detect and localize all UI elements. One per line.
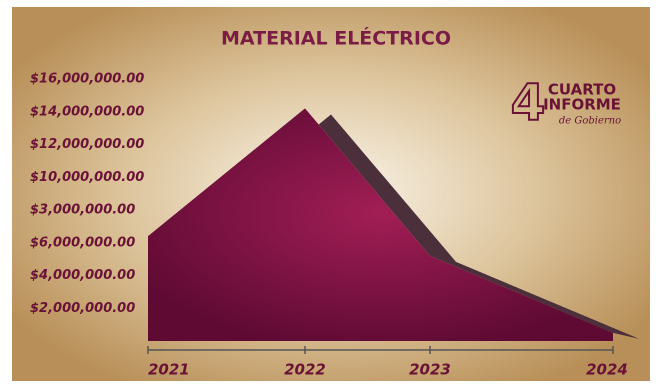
logo-text: de Gobierno	[559, 116, 621, 127]
x-tick-label: 2024	[586, 361, 628, 379]
y-tick-label: $2,000,000.00	[30, 301, 135, 316]
logo-numeral: 4	[511, 74, 546, 132]
y-tick-label: $3,000,000.00	[30, 203, 135, 218]
y-tick-label: $10,000,000.00	[30, 170, 144, 185]
x-tick-label: 2022	[284, 361, 326, 379]
logo-text: INFORME	[543, 96, 621, 114]
x-tick-label: 2021	[148, 361, 190, 379]
x-tick-label: 2023	[409, 361, 451, 379]
chart-title: MATERIAL ELÉCTRICO	[221, 27, 451, 50]
logo-text: CUARTO	[548, 81, 616, 99]
area	[148, 108, 613, 341]
y-tick-label: $6,000,000.00	[30, 235, 135, 250]
logo: 4	[510, 73, 547, 133]
y-tick-label: $14,000,000.00	[30, 104, 144, 119]
y-tick-label: $12,000,000.00	[30, 137, 144, 152]
y-tick-label: $16,000,000.00	[30, 72, 144, 87]
y-tick-label: $4,000,000.00	[30, 268, 135, 283]
